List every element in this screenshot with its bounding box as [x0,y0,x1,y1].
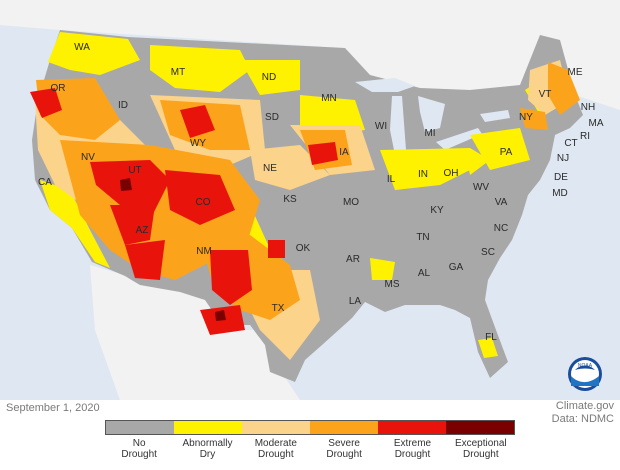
noaa-logo-text: NOAA [578,363,593,369]
state-label: ME [568,67,583,78]
state-label: LA [349,296,362,307]
state-label: VA [495,197,508,208]
state-label: WI [375,121,387,132]
legend-label: Severe Drought [326,438,362,460]
state-labels: WA OR ID MT ND SD MN WI MI NY VT ME NH M… [38,42,604,343]
state-label: GA [449,262,464,273]
state-label: IL [387,174,396,185]
state-label: CT [564,138,577,149]
mexico-land [90,265,300,400]
state-label: ND [262,72,276,83]
legend-label: Extreme Drought [393,438,432,460]
legend-swatch-no-drought [106,421,174,434]
legend-label: Abnormally Dry [182,438,233,460]
state-label: MD [552,188,568,199]
state-label: MI [424,128,435,139]
credit-data: Data: NDMC [551,413,614,425]
state-label: WV [473,182,489,193]
state-label: TN [416,232,429,243]
state-label: AZ [136,225,149,236]
legend-swatch-extreme [378,421,446,434]
state-label: VT [539,89,552,100]
map-date: September 1, 2020 [6,402,100,414]
legend-swatch-exceptional [446,421,514,434]
state-label: NJ [557,153,569,164]
legend-labels: No Drought Abnormally Dry Moderate Drought … [105,435,515,460]
state-label: IN [418,169,428,180]
state-label: NC [494,223,508,234]
state-label: NE [263,163,277,174]
drought-map: WA OR ID MT ND SD MN WI MI NY VT ME NH M… [0,0,620,400]
state-label: DE [554,172,568,183]
state-label: IA [339,147,349,158]
legend-label: Moderate Drought [254,438,297,460]
state-label: OH [444,168,459,179]
state-label: MT [171,67,185,78]
lake-ontario [480,110,510,122]
legend-swatch-severe [310,421,378,434]
state-label: NH [581,102,595,113]
state-label: UT [128,165,141,176]
state-label: CA [38,177,52,188]
state-label: ID [118,100,128,111]
credit: Climate.gov Data: NDMC [552,400,614,426]
legend-label: No Drought [121,438,157,460]
state-label: KS [283,194,297,205]
state-label: MA [589,118,604,129]
state-label: SD [265,112,279,123]
state-label: AR [346,254,360,265]
lake-superior [355,78,415,92]
legend-label: Exceptional Drought [454,438,507,460]
lake-erie [436,128,482,150]
state-label: SC [481,247,495,258]
state-label: WY [190,138,206,149]
noaa-logo: NOAA [568,357,602,391]
state-label: NM [196,246,212,257]
state-label: MN [321,93,337,104]
exceptional-drought-areas [120,178,226,321]
canada-land [0,0,620,110]
state-label: MS [385,279,400,290]
legend: No Drought Abnormally Dry Moderate Drought … [105,420,515,470]
legend-swatch-abnormally-dry [174,421,242,434]
lake-huron [418,96,445,132]
state-label: KY [430,205,444,216]
state-label: NV [81,152,95,163]
state-label: OR [51,83,66,94]
state-label: PA [500,147,513,158]
state-label: RI [580,131,590,142]
state-label: FL [485,332,497,343]
state-label: MO [343,197,359,208]
state-label: NY [519,112,533,123]
credit-source: Climate.gov [555,400,614,412]
legend-swatch-moderate [242,421,310,434]
state-label: AL [418,268,431,279]
state-label: TX [272,303,285,314]
state-label: CO [196,197,211,208]
lake-michigan [390,96,406,160]
legend-swatches [105,420,515,435]
state-label: WA [74,42,90,53]
state-label: OK [296,243,311,254]
